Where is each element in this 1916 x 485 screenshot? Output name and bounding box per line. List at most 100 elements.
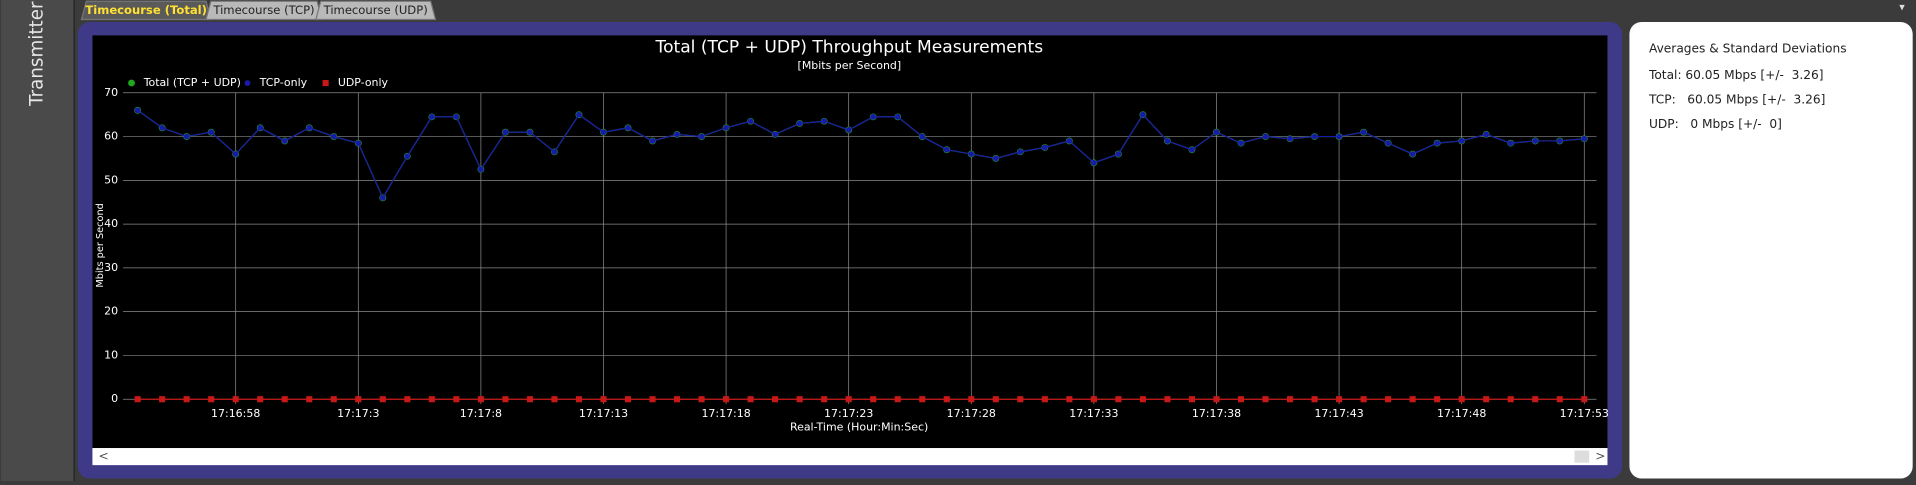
marker	[992, 396, 999, 403]
marker	[698, 396, 705, 403]
marker	[281, 396, 288, 403]
marker	[428, 113, 435, 120]
marker	[232, 396, 239, 403]
marker	[502, 396, 509, 403]
tab-shape	[315, 0, 437, 21]
marker	[845, 127, 852, 133]
tab[interactable]: Timecourse (TCP)	[205, 0, 323, 21]
x-axis-label: Real-Time (Hour:Min:Sec)	[790, 420, 928, 433]
marker	[1237, 396, 1245, 403]
marker	[257, 124, 264, 131]
y-axis-label: Mbits per Second	[95, 203, 106, 287]
tab[interactable]: Timecourse (Total)	[80, 0, 212, 21]
marker	[649, 396, 656, 403]
marker	[453, 396, 460, 403]
scroll-thumb[interactable]	[1574, 450, 1590, 463]
marker	[1017, 148, 1024, 155]
marker	[1409, 396, 1416, 403]
marker	[1532, 138, 1539, 144]
marker	[159, 124, 166, 131]
marker	[183, 133, 190, 140]
x-tick-label: 17:17:23	[824, 407, 873, 420]
marker	[673, 396, 681, 403]
marker	[306, 396, 313, 403]
marker	[943, 396, 950, 403]
legend-label: UDP-only	[338, 76, 389, 89]
x-tick-label: 17:17:8	[460, 407, 502, 420]
x-tick-label: 17:17:13	[579, 407, 628, 420]
marker	[208, 396, 215, 403]
marker	[1581, 396, 1588, 403]
marker	[1287, 135, 1293, 142]
marker	[576, 111, 582, 118]
marker	[1115, 396, 1122, 403]
y-tick-label: 70	[104, 86, 118, 99]
marker	[551, 396, 558, 403]
marker	[845, 396, 852, 403]
x-tick-label: 17:17:33	[1069, 407, 1118, 420]
marker	[1262, 133, 1269, 140]
tab-shape	[80, 0, 212, 21]
marker	[232, 151, 239, 157]
marker	[821, 118, 828, 125]
marker	[1458, 396, 1465, 403]
marker	[625, 124, 631, 131]
sidebar-label[interactable]: Transmitter	[27, 1, 48, 107]
scroll-right[interactable]: >	[1595, 449, 1605, 463]
marker	[1041, 396, 1048, 403]
x-tick-label: 17:17:48	[1437, 407, 1486, 420]
marker	[1066, 138, 1073, 144]
stats-panel	[1629, 21, 1913, 479]
menu-arrow[interactable]: ▾	[1899, 0, 1905, 13]
marker	[600, 396, 607, 403]
y-tick-label: 60	[104, 130, 118, 143]
scrollbar[interactable]	[92, 448, 1608, 466]
marker	[477, 396, 484, 403]
marker	[428, 396, 435, 403]
marker	[404, 396, 411, 403]
scroll-left[interactable]: <	[99, 449, 109, 463]
marker	[919, 133, 926, 140]
marker	[919, 396, 926, 403]
marker	[1385, 140, 1392, 147]
marker	[796, 120, 803, 127]
marker	[624, 396, 632, 403]
tab-label: Timecourse (Total)	[85, 3, 207, 17]
marker	[1483, 131, 1490, 138]
marker	[1139, 111, 1146, 118]
stats-line: UDP: 0 Mbps [+/- 0]	[1649, 117, 1782, 131]
marker	[159, 396, 166, 403]
marker	[477, 166, 484, 173]
marker	[747, 396, 754, 403]
marker	[1556, 138, 1563, 144]
marker	[1238, 140, 1244, 147]
x-tick-label: 17:17:28	[947, 407, 996, 420]
marker	[1507, 396, 1514, 403]
sidebar	[0, 0, 75, 481]
marker	[1507, 140, 1514, 147]
marker	[379, 194, 386, 201]
x-tick-label: 17:17:18	[701, 407, 750, 420]
legend-marker	[322, 79, 329, 87]
marker	[281, 138, 288, 144]
marker	[404, 153, 411, 160]
marker	[674, 131, 680, 138]
marker	[723, 124, 730, 131]
tab[interactable]: Timecourse (UDP)	[315, 0, 437, 21]
tab-label: Timecourse (TCP)	[212, 3, 314, 17]
x-tick-label: 17:17:38	[1192, 407, 1241, 420]
marker	[1483, 396, 1490, 403]
marker	[1581, 135, 1588, 142]
marker	[1164, 396, 1171, 403]
marker	[1360, 396, 1367, 403]
marker	[1188, 396, 1196, 403]
marker	[992, 155, 999, 162]
marker	[330, 133, 337, 140]
x-tick-label: 17:17:3	[337, 407, 379, 420]
marker	[1336, 133, 1343, 140]
legend-marker	[128, 79, 135, 87]
marker	[1017, 396, 1024, 403]
marker	[600, 129, 607, 136]
marker	[747, 118, 754, 125]
